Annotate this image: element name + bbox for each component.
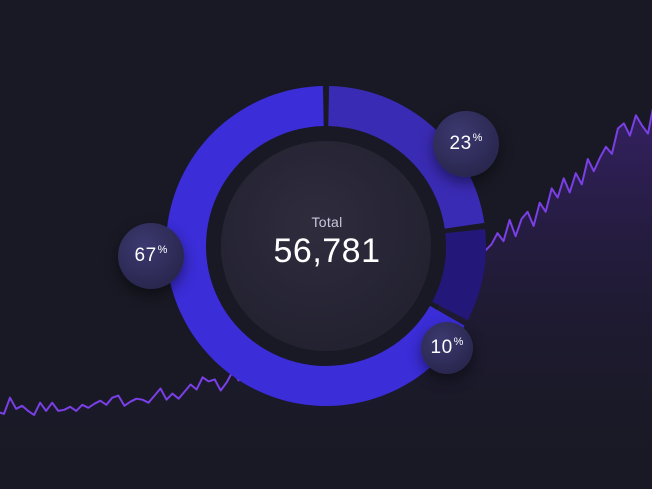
donut-inner-disc bbox=[221, 141, 431, 351]
slice-label-bubble: 67% bbox=[118, 223, 184, 289]
donut-slice bbox=[328, 86, 485, 229]
slice-label-bubble: 10% bbox=[421, 322, 473, 374]
percent-sign: % bbox=[157, 244, 168, 256]
slice-label-value: 67 bbox=[134, 245, 157, 266]
slice-label-value: 23 bbox=[449, 133, 472, 154]
slice-label-bubble: 23% bbox=[433, 111, 499, 177]
percent-sign: % bbox=[453, 336, 464, 348]
center-title: Total bbox=[311, 214, 343, 230]
percent-sign: % bbox=[472, 132, 483, 144]
donut-center: Total 56,781 bbox=[227, 214, 427, 271]
donut-chart bbox=[165, 86, 487, 406]
donut-slice bbox=[432, 228, 487, 321]
center-value: 56,781 bbox=[273, 232, 381, 270]
slice-label-value: 10 bbox=[430, 337, 453, 358]
